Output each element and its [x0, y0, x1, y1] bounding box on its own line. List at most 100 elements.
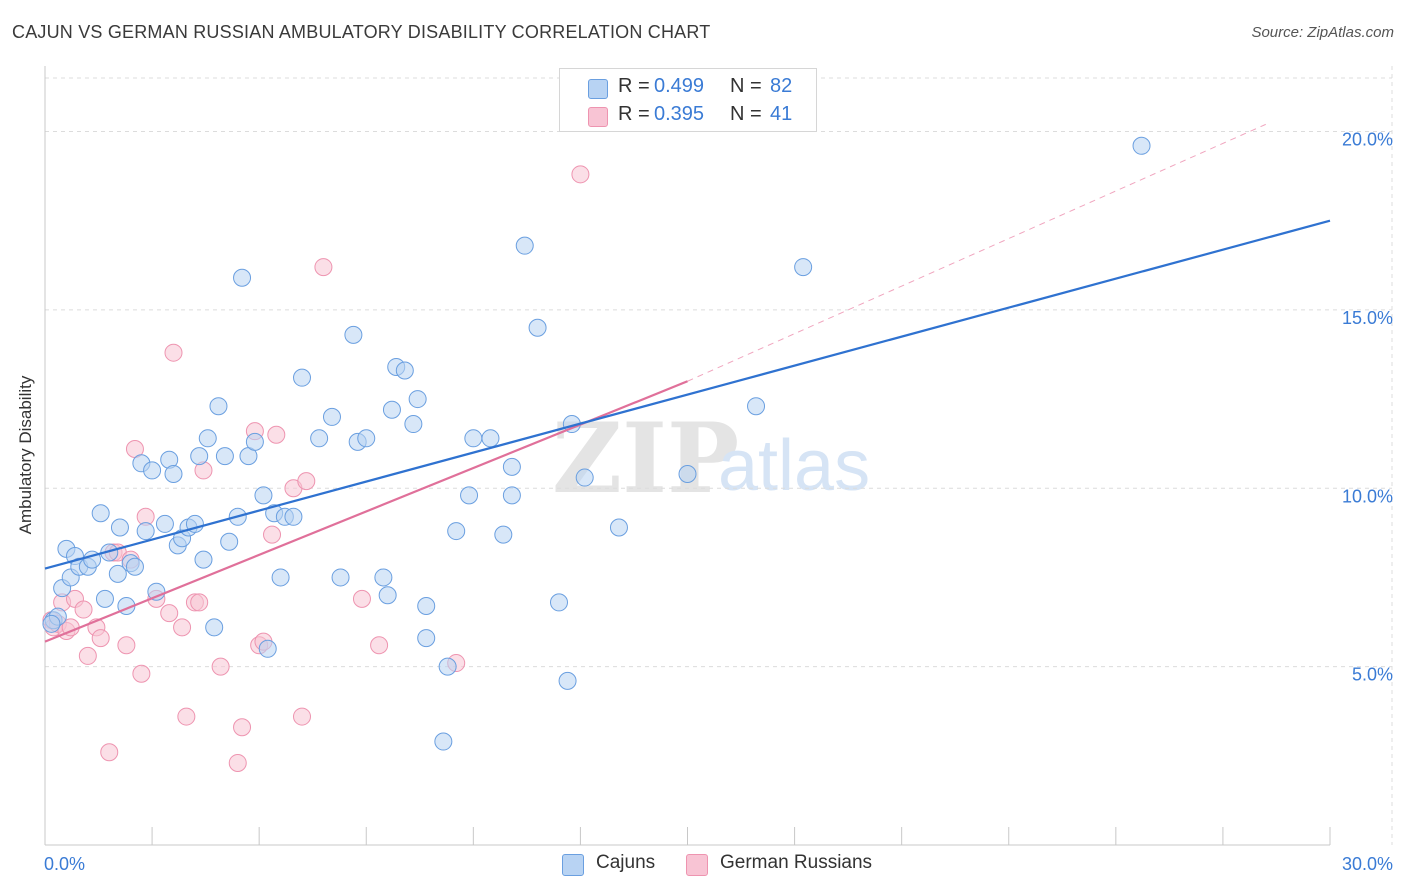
watermark-zip: ZIP — [552, 402, 739, 515]
german-russians-point — [263, 525, 282, 544]
cajuns-point — [344, 325, 363, 344]
cajuns-point — [205, 618, 224, 637]
german-russians-point — [190, 593, 209, 612]
legend-n-label: N = — [730, 75, 762, 97]
y-axis-label: Ambulatory Disability — [16, 375, 35, 535]
watermark: ZIP atlas — [552, 402, 870, 515]
cajuns-point — [395, 361, 414, 380]
legend-row-german-russians: R = 0.395 N = 41 — [560, 101, 816, 129]
cajuns-point — [515, 236, 534, 255]
legend-n-label: N = — [730, 103, 762, 125]
german-russians-point — [297, 472, 316, 491]
german-russians-point — [160, 604, 179, 623]
cajuns-point — [91, 504, 110, 523]
cajuns-point — [254, 486, 273, 505]
watermark-atlas: atlas — [718, 426, 870, 506]
cajuns-point — [558, 671, 577, 690]
cajuns-point — [245, 432, 264, 451]
german-russians-point — [352, 589, 371, 608]
cajuns-point — [108, 564, 127, 583]
cajuns-point — [310, 429, 329, 448]
legend-n-value: 82 — [770, 75, 793, 97]
german-russians-point — [370, 636, 389, 655]
x-tick-label: 0.0% — [44, 854, 85, 874]
cajuns-point — [417, 629, 436, 648]
legend-r-value: 0.395 — [654, 103, 705, 125]
cajuns-point — [447, 522, 466, 541]
y-tick-label: 10.0% — [1342, 486, 1393, 506]
german-russians-point — [267, 425, 286, 444]
cajuns-point — [550, 593, 568, 612]
y-tick-label: 15.0% — [1342, 308, 1393, 328]
cajuns-point — [331, 568, 350, 587]
cajuns-point — [164, 464, 183, 483]
german-russians-point — [228, 753, 247, 772]
legend-n-value: 41 — [770, 103, 793, 125]
cajuns-legend-swatch — [562, 854, 584, 876]
cajuns-legend-label: Cajuns — [596, 852, 656, 873]
cajuns-trend-line — [44, 219, 1331, 570]
german-russians-point — [91, 629, 110, 648]
cajuns-point — [374, 568, 393, 587]
german-russians-point — [132, 664, 151, 683]
cajuns-point — [609, 518, 628, 537]
cajuns-point — [293, 368, 311, 387]
cajuns-point — [136, 522, 155, 541]
cajuns-point — [575, 468, 594, 487]
cajuns-point — [215, 447, 234, 466]
cajuns-point — [678, 464, 697, 483]
cajuns-point — [95, 589, 114, 608]
source-label: Source: ZipAtlas.com — [1251, 24, 1394, 41]
cajuns-point — [404, 415, 423, 434]
cajuns-point — [271, 568, 290, 587]
cajuns-point — [190, 447, 209, 466]
cajuns-point — [794, 258, 813, 277]
trend-lines — [687, 123, 1266, 382]
cajuns-point — [1132, 136, 1151, 155]
german-russians-point — [164, 343, 183, 362]
cajuns-point — [417, 596, 436, 615]
cajuns-point — [220, 532, 239, 551]
legend-r-value: 0.499 — [654, 75, 705, 97]
cajuns-point — [502, 486, 521, 505]
cajuns-point — [258, 639, 277, 658]
cajuns-point — [434, 732, 453, 751]
cajuns-point — [747, 397, 766, 416]
cajuns-point — [284, 507, 303, 526]
chart-title: CAJUN VS GERMAN RUSSIAN AMBULATORY DISAB… — [12, 22, 711, 42]
cajuns-point — [481, 429, 500, 448]
cajuns-swatch — [588, 79, 608, 99]
gridlines — [45, 77, 1392, 668]
cajuns-point — [125, 557, 144, 576]
german-russians-swatch — [588, 107, 608, 127]
cajuns-point — [194, 550, 213, 569]
german-russians-legend-swatch — [686, 854, 708, 876]
legend-r-label: R = — [618, 75, 650, 97]
german-russians-point — [571, 165, 590, 184]
german-russians-point — [211, 657, 230, 676]
german-russians-point — [78, 646, 97, 665]
cajuns-point — [438, 657, 457, 676]
data-points — [42, 136, 1331, 772]
cajuns-point — [233, 268, 252, 287]
cajuns-point — [155, 514, 174, 533]
cajuns-point — [209, 397, 228, 416]
y-tick-label: 20.0% — [1342, 130, 1393, 150]
cajuns-point — [502, 457, 521, 476]
german-russians-point — [293, 707, 311, 726]
cajuns-point — [528, 318, 547, 337]
x-tick-label: 30.0% — [1342, 854, 1393, 874]
cajuns-point — [494, 525, 513, 544]
german-russians-legend-label: German Russians — [720, 852, 873, 873]
cajuns-point — [143, 461, 162, 480]
cajuns-point — [110, 518, 129, 537]
german-russians-point — [100, 743, 119, 762]
german-russians-trend-extension — [687, 123, 1266, 382]
legend-row-cajuns: R = 0.499 N = 82 — [560, 73, 816, 101]
german-russians-point — [233, 718, 252, 737]
y-tick-label: 5.0% — [1352, 665, 1393, 685]
german-russians-point — [173, 618, 192, 637]
legend-r-label: R = — [618, 103, 650, 125]
german-russians-point — [74, 600, 93, 619]
